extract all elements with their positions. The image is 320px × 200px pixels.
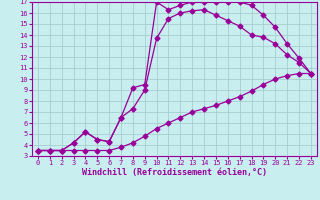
X-axis label: Windchill (Refroidissement éolien,°C): Windchill (Refroidissement éolien,°C) — [82, 168, 267, 177]
